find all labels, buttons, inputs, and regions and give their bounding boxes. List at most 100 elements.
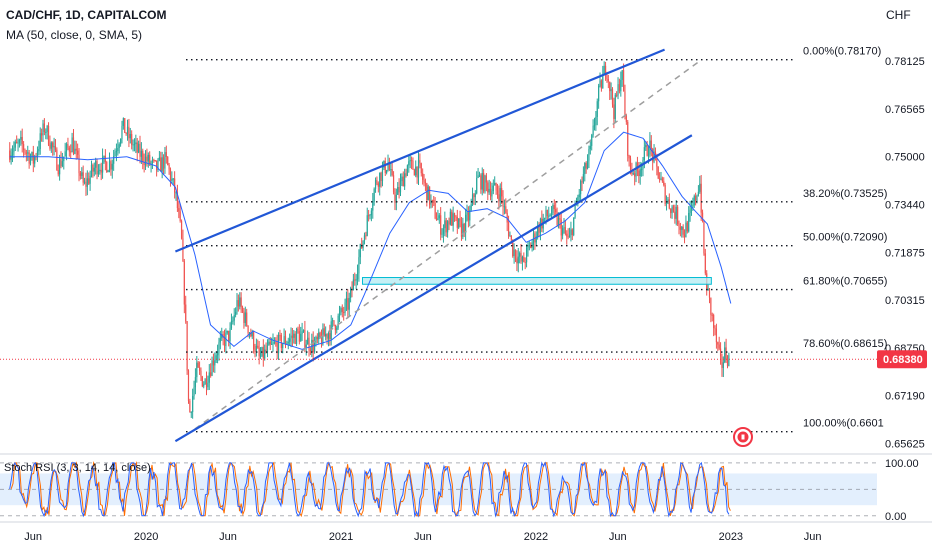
candle-body bbox=[459, 218, 461, 222]
candle-body bbox=[18, 139, 21, 143]
candle-body bbox=[689, 209, 691, 213]
candle-body bbox=[596, 101, 598, 117]
candle-body bbox=[186, 321, 188, 371]
candle-body bbox=[725, 347, 727, 360]
candle-body bbox=[610, 88, 612, 92]
candle-body bbox=[47, 125, 50, 145]
candle-body bbox=[352, 279, 354, 291]
candle-body bbox=[111, 163, 113, 170]
candle-body bbox=[223, 337, 226, 347]
candle-body bbox=[168, 165, 170, 170]
candle-body bbox=[602, 74, 604, 89]
price-tick-label: 0.78125 bbox=[885, 56, 925, 68]
candle-body bbox=[480, 175, 482, 190]
candle-body bbox=[172, 178, 174, 180]
candle-body bbox=[187, 370, 190, 401]
candle-body bbox=[205, 379, 208, 388]
candle-body bbox=[294, 333, 296, 344]
candle-body bbox=[521, 256, 524, 262]
candle-body bbox=[89, 175, 91, 184]
candle-body bbox=[462, 223, 464, 237]
stoch-rsi-legend[interactable]: Stoch RSI (3, 3, 14, 14, close) bbox=[4, 462, 151, 474]
candle-body bbox=[146, 156, 148, 162]
symbol-title[interactable]: CAD/CHF, 1D, CAPITALCOM bbox=[6, 8, 167, 22]
candle-body bbox=[162, 157, 165, 169]
candle-body bbox=[458, 218, 460, 228]
candle-body bbox=[108, 161, 111, 171]
candle-body bbox=[24, 149, 26, 153]
candle-body bbox=[549, 215, 551, 217]
event-marker[interactable] bbox=[733, 427, 753, 447]
candle-body bbox=[427, 186, 429, 201]
candle-body bbox=[82, 172, 84, 183]
time-tick-label: Jun bbox=[24, 531, 42, 543]
candle-body bbox=[386, 170, 388, 173]
candle-body bbox=[160, 157, 162, 172]
candle-body bbox=[32, 152, 34, 164]
candle-body bbox=[381, 167, 384, 181]
candle-body bbox=[686, 222, 688, 232]
candle-body bbox=[60, 159, 62, 167]
candle-body bbox=[221, 334, 223, 339]
candle-body bbox=[338, 312, 341, 316]
last-price-tag bbox=[877, 350, 927, 369]
candle-body bbox=[679, 226, 681, 230]
candle-body bbox=[415, 166, 417, 176]
candle-body bbox=[639, 169, 641, 177]
candle-body bbox=[271, 343, 273, 345]
candle-body bbox=[380, 172, 382, 181]
candle-body bbox=[276, 342, 278, 354]
candle-body bbox=[180, 220, 183, 239]
candle-body bbox=[441, 233, 443, 235]
candle-body bbox=[437, 218, 439, 221]
candle-body bbox=[728, 355, 730, 366]
candle-body bbox=[499, 188, 501, 202]
candle-body bbox=[505, 206, 507, 213]
candle-body bbox=[39, 133, 41, 149]
candle-body bbox=[659, 178, 661, 180]
candle-body bbox=[543, 217, 546, 219]
candle-body bbox=[663, 181, 665, 186]
candle-body bbox=[215, 355, 217, 361]
candle-body bbox=[154, 160, 156, 162]
candle-body bbox=[618, 84, 621, 92]
time-tick-label: 2020 bbox=[134, 531, 158, 543]
rsi-tick-label: 100.00 bbox=[885, 458, 919, 470]
candle-body bbox=[243, 311, 245, 323]
stoch-rsi-pane: 100.00 0.00 bbox=[0, 453, 932, 523]
candle-body bbox=[588, 149, 590, 161]
candle-body bbox=[315, 337, 317, 344]
candle-body bbox=[68, 147, 70, 152]
candle-body bbox=[692, 205, 694, 207]
candle-body bbox=[455, 216, 457, 218]
price-tick-label: 0.76565 bbox=[885, 104, 925, 116]
candle-body bbox=[113, 156, 115, 164]
fib-trend-line bbox=[194, 59, 703, 430]
candle-body bbox=[248, 332, 251, 334]
candle-body bbox=[603, 65, 605, 75]
candle-body bbox=[652, 148, 654, 162]
candle-body bbox=[452, 213, 454, 226]
candle-body bbox=[333, 320, 335, 326]
candle-body bbox=[527, 245, 529, 248]
candle-body bbox=[578, 194, 580, 198]
candle-body bbox=[376, 180, 378, 184]
candle-body bbox=[165, 152, 167, 157]
candle-body bbox=[88, 178, 90, 184]
ma-legend[interactable]: MA (50, close, 0, SMA, 5) bbox=[6, 28, 143, 42]
candle-body bbox=[254, 349, 256, 353]
candle-body bbox=[409, 160, 411, 162]
candle-body bbox=[93, 167, 95, 172]
ma-line bbox=[9, 131, 732, 350]
candle-body bbox=[63, 156, 65, 162]
candle-body bbox=[670, 208, 672, 214]
candle-body bbox=[280, 335, 282, 349]
candle-body bbox=[301, 331, 303, 334]
candle-body bbox=[456, 216, 458, 228]
candle-body bbox=[122, 118, 124, 126]
candle-body bbox=[713, 315, 715, 328]
candle-body bbox=[560, 219, 562, 236]
candle-body bbox=[420, 163, 422, 174]
